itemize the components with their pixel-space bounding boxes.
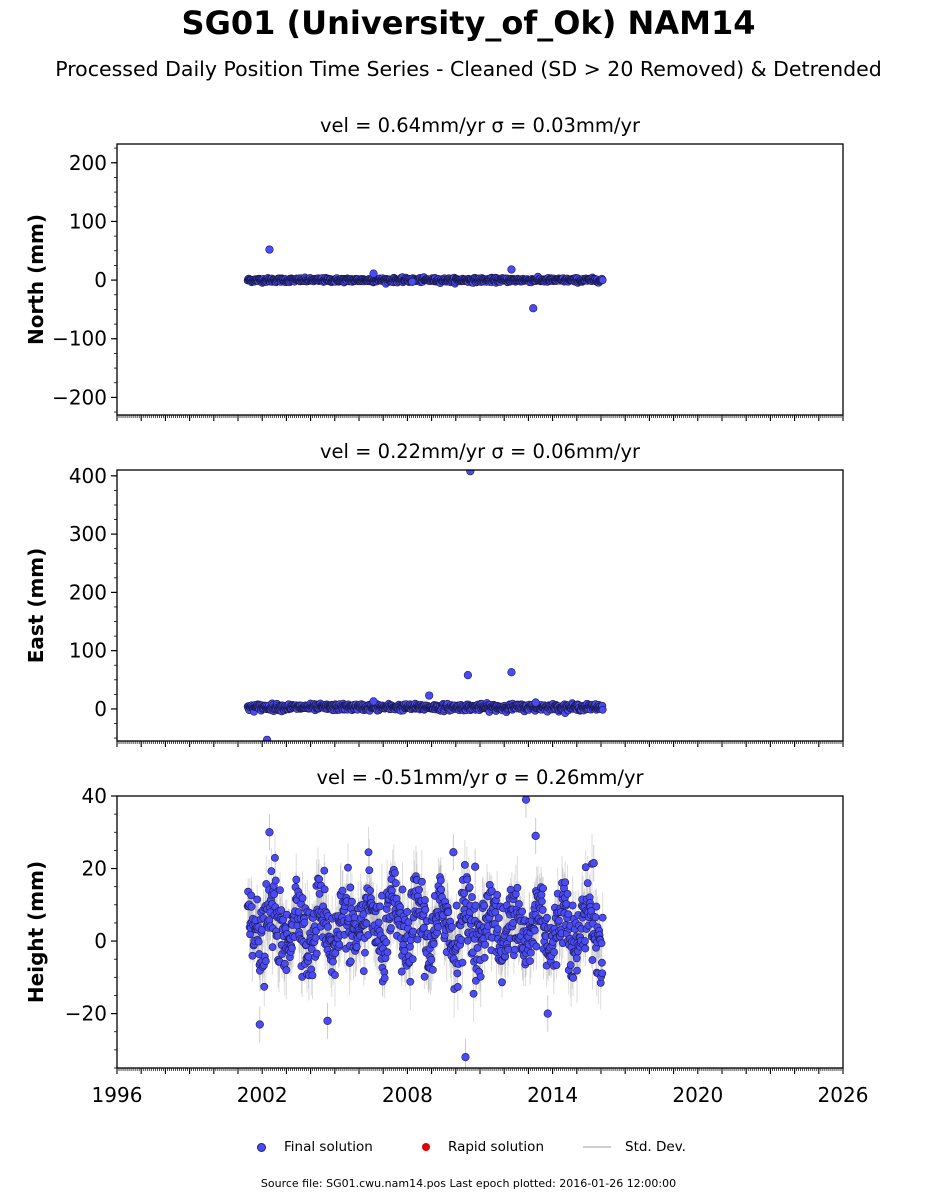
y-tick-label: 0 bbox=[94, 697, 107, 721]
y-tick-label: 200 bbox=[69, 580, 107, 604]
data-points bbox=[243, 245, 607, 313]
outlier-point bbox=[507, 668, 516, 677]
panel-1: −200 −100 0 100 200 vel = 0.64mm/yr σ = 0.03m… bbox=[24, 114, 844, 421]
panel-2: 0 100 200 300 400 vel = 0.22mm/yr σ = 0.06mm/… bbox=[24, 440, 844, 747]
y-tick-label: −100 bbox=[52, 327, 107, 351]
panel-title: vel = 0.64mm/yr σ = 0.03mm/yr bbox=[320, 114, 641, 137]
y-tick-label: 400 bbox=[69, 464, 107, 488]
y-axis-label: East (mm) bbox=[24, 548, 48, 664]
y-axis-label: North (mm) bbox=[24, 214, 48, 345]
data-point bbox=[598, 276, 607, 284]
y-tick-label: 100 bbox=[69, 209, 107, 233]
outlier-point bbox=[369, 269, 378, 278]
y-tick-label: 100 bbox=[69, 639, 107, 663]
y-tick-label: 0 bbox=[94, 268, 107, 292]
panel-title: vel = 0.22mm/yr σ = 0.06mm/yr bbox=[320, 440, 641, 463]
outlier-point bbox=[369, 697, 378, 706]
outlier-point bbox=[463, 671, 473, 680]
data-point bbox=[598, 705, 607, 714]
outlier-point bbox=[425, 691, 434, 700]
figure-subtitle: Processed Daily Position Time Series - C… bbox=[55, 57, 882, 81]
outlier-point bbox=[262, 735, 272, 741]
outlier-point bbox=[507, 265, 516, 274]
outlier-point bbox=[529, 304, 538, 313]
outlier-point bbox=[408, 277, 417, 286]
y-tick-label: 300 bbox=[69, 522, 107, 546]
figure-title: SG01 (University_of_Ok) NAM14 bbox=[181, 4, 756, 42]
outlier-point bbox=[466, 470, 475, 476]
y-tick-label: −200 bbox=[52, 385, 107, 409]
time-series-plot: −200 −100 0 100 200 vel = 0.64mm/yr σ = 0.03m… bbox=[24, 114, 868, 1107]
data-points bbox=[243, 470, 607, 741]
outlier-point bbox=[531, 698, 540, 707]
y-tick-label: 200 bbox=[69, 151, 107, 175]
data-points bbox=[243, 796, 607, 1068]
outlier-point bbox=[265, 245, 274, 254]
